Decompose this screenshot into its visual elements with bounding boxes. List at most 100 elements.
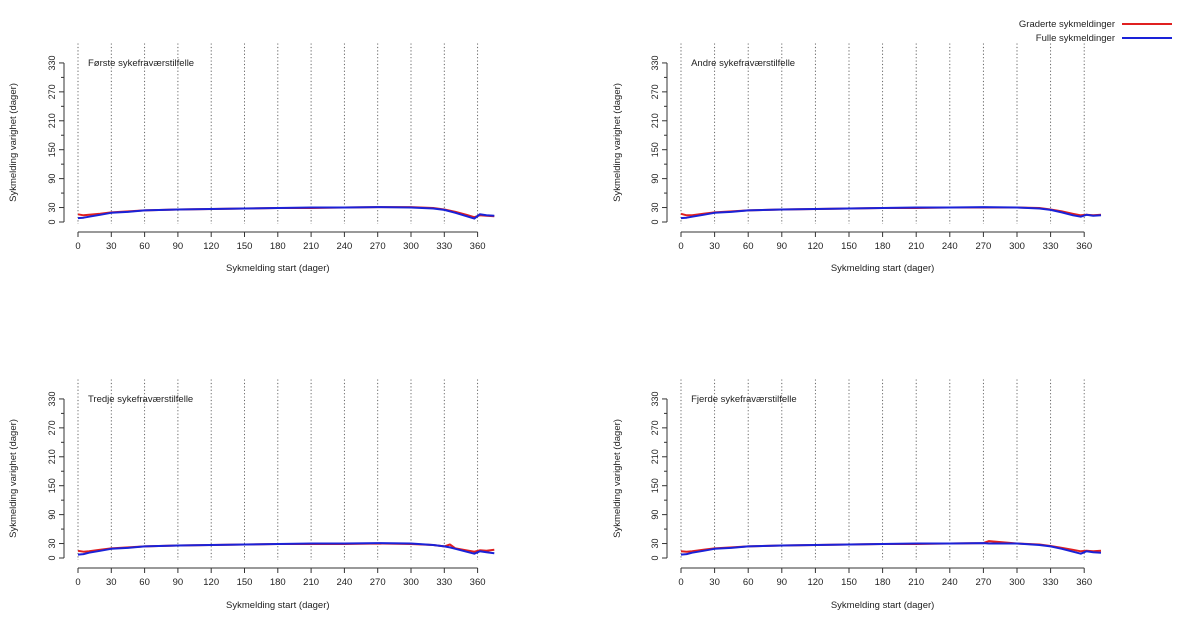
x-tick-label: 0 [678,577,683,588]
x-tick-label: 30 [709,577,720,588]
y-tick-label: 30 [650,539,660,549]
x-tick-label: 300 [403,241,419,252]
legend-label: Fulle sykmeldinger [1036,33,1115,44]
x-tick-label: 180 [875,577,891,588]
chart-panel-3: 0 30 90 150 210 270 330 0 30 60 90 120 150 180 210 240 2… [8,379,495,611]
x-tick-label: 300 [1009,241,1025,252]
y-tick-label: 210 [650,449,660,464]
x-tick-label: 90 [173,577,184,588]
y-tick-label: 270 [47,420,57,435]
chart-panel-1: 0 30 90 150 210 270 330 0 30 60 90 120 150 180 210 240 2… [8,43,495,274]
x-tick-label: 360 [470,241,486,252]
y-tick-label: 330 [650,55,660,70]
series-line-full [77,542,495,556]
x-axis-label: Sykmelding start (dager) [226,600,329,611]
x-tick-label: 0 [678,241,683,252]
x-tick-label: 30 [709,241,720,252]
y-tick-label: 270 [650,84,660,99]
series-line-full [680,542,1102,556]
x-tick-label: 330 [1043,577,1059,588]
x-tick-label: 240 [942,577,958,588]
y-tick-label: 90 [650,510,660,520]
y-tick-label: 150 [650,142,660,157]
x-tick-label: 270 [975,577,991,588]
x-tick-label: 60 [743,241,754,252]
y-tick-label: 150 [650,478,660,493]
panel-title: Tredje sykefraværstilfelle [88,394,193,405]
x-tick-label: 300 [403,577,419,588]
legend-label: Graderte sykmeldinger [1019,19,1115,30]
x-tick-label: 210 [908,241,924,252]
x-tick-label: 270 [975,241,991,252]
x-tick-label: 120 [203,577,219,588]
x-tick-label: 150 [841,577,857,588]
x-tick-label: 240 [336,241,352,252]
x-tick-label: 0 [75,577,80,588]
x-tick-label: 240 [942,241,958,252]
x-axis-label: Sykmelding start (dager) [831,263,934,274]
x-tick-label: 150 [237,577,253,588]
y-axis-label: Sykmelding varighet (dager) [8,83,19,202]
x-tick-label: 60 [139,577,150,588]
x-tick-label: 30 [106,577,117,588]
y-tick-label: 30 [650,203,660,213]
x-tick-label: 210 [303,241,319,252]
x-tick-label: 90 [777,241,788,252]
x-tick-label: 30 [106,241,117,252]
x-tick-label: 60 [743,577,754,588]
y-tick-label: 150 [47,142,57,157]
x-tick-label: 330 [1043,241,1059,252]
y-tick-label: 270 [47,84,57,99]
y-tick-label: 210 [47,449,57,464]
x-tick-label: 120 [203,241,219,252]
x-tick-label: 150 [841,241,857,252]
x-tick-label: 180 [875,241,891,252]
y-tick-label: 330 [650,391,660,406]
x-tick-label: 90 [777,577,788,588]
y-axis-label: Sykmelding varighet (dager) [612,83,623,202]
x-tick-label: 210 [908,577,924,588]
x-tick-label: 270 [370,577,386,588]
chart-panel-4: 0 30 90 150 210 270 330 0 30 60 90 120 150 180 210 240 2… [612,379,1102,611]
x-tick-label: 90 [173,241,184,252]
y-tick-label: 0 [47,219,57,224]
x-tick-label: 360 [470,577,486,588]
y-tick-label: 0 [650,555,660,560]
chart-panel-2: 0 30 90 150 210 270 330 0 30 60 90 120 150 180 210 240 2… [612,43,1102,274]
x-axis-label: Sykmelding start (dager) [226,263,329,274]
panel-title: Første sykefraværstilfelle [88,58,194,69]
x-tick-label: 330 [436,577,452,588]
series-line-full [680,206,1102,220]
y-tick-label: 30 [47,539,57,549]
x-tick-label: 360 [1076,577,1092,588]
y-tick-label: 30 [47,203,57,213]
x-tick-label: 60 [139,241,150,252]
y-tick-label: 90 [47,174,57,184]
panel-title: Fjerde sykefraværstilfelle [691,394,797,405]
x-axis-label: Sykmelding start (dager) [831,600,934,611]
y-tick-label: 90 [47,510,57,520]
x-tick-label: 240 [336,577,352,588]
y-tick-label: 330 [47,391,57,406]
y-tick-label: 330 [47,55,57,70]
x-tick-label: 330 [436,241,452,252]
x-tick-label: 300 [1009,577,1025,588]
panel-title: Andre sykefraværstilfelle [691,58,795,69]
legend: Graderte sykmeldinger Fulle sykmeldinger [1019,19,1172,44]
y-tick-label: 210 [650,113,660,128]
x-tick-label: 360 [1076,241,1092,252]
y-axis-label: Sykmelding varighet (dager) [612,419,623,538]
x-tick-label: 270 [370,241,386,252]
y-tick-label: 210 [47,113,57,128]
series-line-full [77,206,495,220]
x-tick-label: 120 [807,577,823,588]
x-tick-label: 180 [270,577,286,588]
x-tick-label: 120 [807,241,823,252]
x-tick-label: 210 [303,577,319,588]
y-tick-label: 270 [650,420,660,435]
y-tick-label: 90 [650,174,660,184]
x-tick-label: 180 [270,241,286,252]
y-tick-label: 150 [47,478,57,493]
y-tick-label: 0 [47,555,57,560]
